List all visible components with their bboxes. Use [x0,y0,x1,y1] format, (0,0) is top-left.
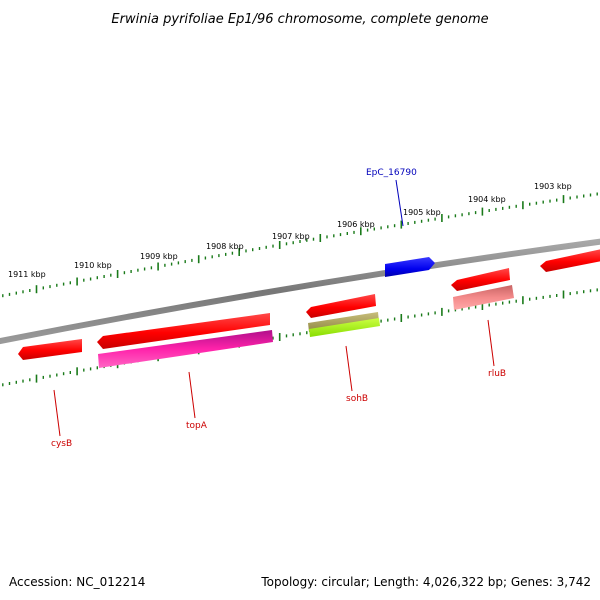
leader-line-EpC_16790 [395,179,404,227]
inner-scale-ticks [2,288,598,387]
gene-rluB-feature[interactable] [453,285,514,310]
gene-EpC_16790[interactable] [385,257,435,277]
gene-arrow[interactable] [385,257,435,277]
scale-label-1909: 1909 kbp [140,252,178,261]
leader-line-rluB [487,319,495,367]
gene-topA-product[interactable] [98,330,273,368]
gene-label-rluB[interactable]: rluB [488,369,506,379]
gene-sohB[interactable] [306,294,376,318]
topology-text: Topology: circular; Length: 4,026,322 bp… [260,575,591,589]
gene-feature-bar[interactable] [98,330,273,368]
scale-label-1906: 1906 kbp [337,220,375,229]
scale-label-1908: 1908 kbp [206,242,244,251]
scale-label-1911: 1911 kbp [8,270,46,279]
leader-line-sohB [345,345,353,392]
gene-arrow[interactable] [18,339,82,360]
gene-arrow[interactable] [451,268,510,291]
gene-feature-bar[interactable] [453,285,514,310]
scale-labels: 1911 kbp 1910 kbp 1909 kbp 1908 kbp 1907… [8,182,572,279]
gene-right-edge[interactable] [540,249,600,272]
leader-line-cysB [53,389,61,437]
leader-line-topA [188,371,196,419]
chromosome-backbone [0,238,600,345]
gene-rluB[interactable] [451,268,510,291]
gene-label-EpC_16790[interactable]: EpC_16790 [366,168,417,178]
scale-label-1907: 1907 kbp [272,232,310,241]
gene-sohB-feature-lime[interactable] [309,318,380,337]
gene-arrow[interactable] [306,294,376,318]
gene-label-sohB[interactable]: sohB [346,394,368,404]
gene-arrow[interactable] [97,313,270,349]
gene-topA[interactable] [97,313,270,349]
gene-label-topA[interactable]: topA [186,421,208,431]
gene-cysB[interactable] [18,339,82,360]
gene-label-cysB[interactable]: cysB [51,439,72,449]
scale-label-1905: 1905 kbp [403,208,441,217]
map-title: Erwinia pyrifoliae Ep1/96 chromosome, co… [111,12,488,27]
gene-arrow[interactable] [540,249,600,272]
gene-feature-bar[interactable] [309,318,380,337]
outer-scale-ticks [2,192,598,298]
scale-label-1904: 1904 kbp [468,195,506,204]
accession-text: Accession: NC_012214 [9,575,145,589]
scale-label-1903: 1903 kbp [534,182,572,191]
scale-label-1910: 1910 kbp [74,261,112,270]
